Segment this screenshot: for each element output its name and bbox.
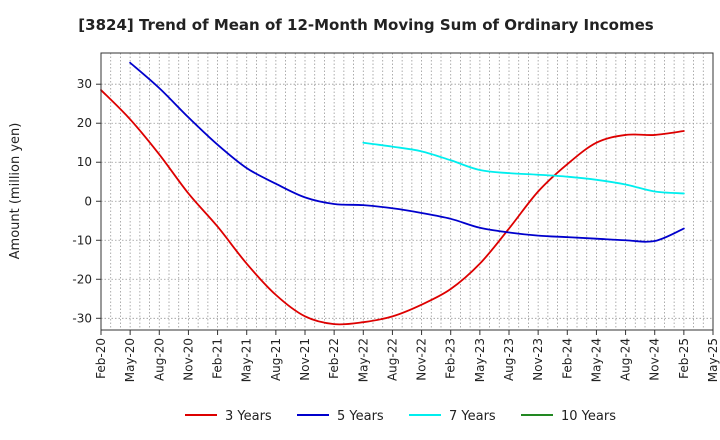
x-tick-label: Feb-23 — [444, 338, 458, 379]
legend-label: 3 Years — [225, 409, 272, 424]
x-axis-ticks: Feb-20 May-20 Aug-20 Nov-20 Feb-21 May-21 Aug-… — [94, 330, 720, 382]
x-tick-label: Nov-22 — [415, 338, 429, 381]
y-tick-label: -10 — [72, 233, 92, 247]
y-tick-label: 30 — [77, 77, 92, 91]
series-line-3-years — [100, 89, 685, 326]
x-tick-label: Feb-21 — [211, 338, 225, 379]
legend-item-3-years: 3 Years — [185, 409, 272, 424]
x-tick-label: Aug-20 — [152, 338, 166, 381]
y-tick-label: 10 — [77, 155, 92, 169]
legend-label: 10 Years — [561, 409, 616, 424]
y-axis-label: Amount (million yen) — [8, 123, 23, 260]
plot-area-frame — [100, 52, 714, 331]
x-tick-label: Feb-24 — [560, 338, 574, 379]
x-tick-label: Nov-24 — [648, 338, 662, 381]
x-tick-label: Aug-21 — [269, 338, 283, 381]
legend-label: 7 Years — [449, 409, 496, 424]
x-tick-label: Feb-22 — [327, 338, 341, 379]
legend-item-7-years: 7 Years — [409, 409, 496, 424]
y-tick-label: 20 — [77, 116, 92, 130]
grid-lines — [101, 53, 713, 330]
x-tick-label: Nov-20 — [181, 338, 195, 381]
series-line-7-years — [362, 141, 685, 195]
x-tick-label: Aug-24 — [619, 338, 633, 381]
x-tick-label: May-20 — [123, 338, 137, 382]
y-tick-label: -20 — [72, 272, 92, 286]
x-tick-label: Nov-23 — [531, 338, 545, 381]
legend-item-5-years: 5 Years — [297, 409, 384, 424]
series-line-5-years — [129, 61, 685, 243]
y-tick-label: 0 — [84, 194, 92, 208]
legend: 3 Years 5 Years 7 Years 10 Years — [185, 409, 616, 424]
x-tick-label: Aug-22 — [385, 338, 399, 381]
x-tick-label: Feb-25 — [677, 338, 691, 379]
y-axis-ticks: -30 -20 -10 0 10 20 30 — [72, 77, 101, 325]
x-tick-label: Aug-23 — [502, 338, 516, 381]
legend-label: 5 Years — [337, 409, 384, 424]
x-tick-label: May-21 — [240, 338, 254, 382]
x-tick-label: Nov-21 — [298, 338, 312, 381]
legend-item-10-years: 10 Years — [521, 409, 616, 424]
chart-title: [3824] Trend of Mean of 12-Month Moving … — [78, 16, 653, 34]
series-lines — [100, 61, 685, 326]
x-tick-label: Feb-20 — [94, 338, 108, 379]
y-tick-label: -30 — [72, 311, 92, 325]
x-tick-label: May-22 — [356, 338, 370, 382]
x-tick-label: May-23 — [473, 338, 487, 382]
x-tick-label: May-24 — [589, 338, 603, 382]
x-tick-label: May-25 — [706, 338, 720, 382]
